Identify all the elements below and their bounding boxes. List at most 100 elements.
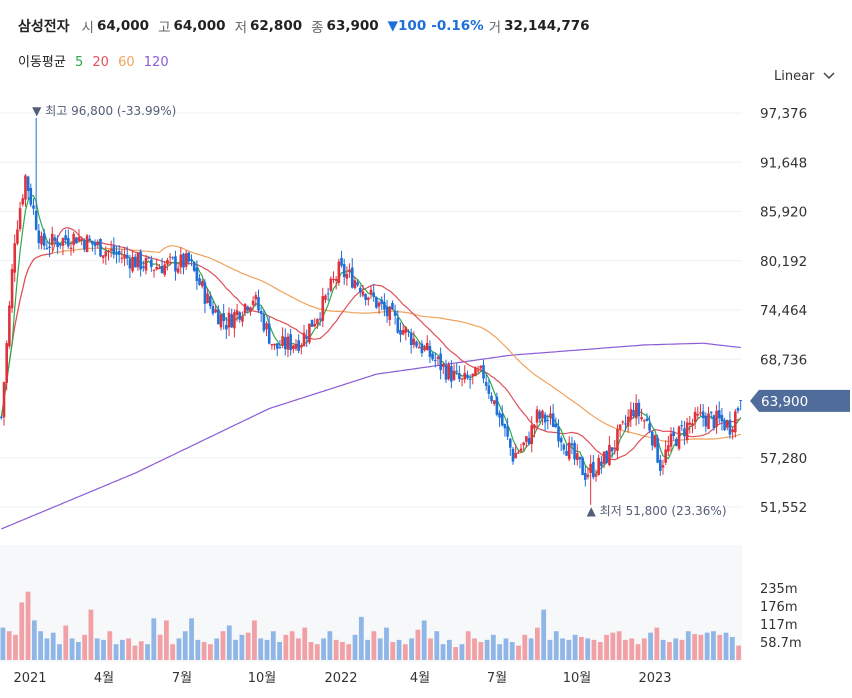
candle-body bbox=[227, 312, 231, 328]
candle-body bbox=[401, 330, 405, 335]
candle-body bbox=[476, 370, 480, 372]
candle-body bbox=[329, 278, 333, 291]
candle-body bbox=[581, 457, 584, 476]
candle-body bbox=[115, 253, 118, 255]
volume-bar bbox=[113, 644, 119, 660]
volume-bar bbox=[201, 642, 207, 660]
candle-body bbox=[399, 329, 402, 335]
candle-body bbox=[217, 309, 220, 325]
candle-body bbox=[538, 411, 542, 419]
candle-body bbox=[720, 414, 724, 422]
volume-bar bbox=[333, 639, 339, 660]
volume-bar bbox=[635, 644, 641, 660]
candle-body bbox=[565, 450, 568, 456]
y-tick-label: 74,464 bbox=[760, 303, 807, 319]
candle-body bbox=[715, 410, 718, 427]
candle-body bbox=[466, 374, 469, 379]
volume-bar bbox=[654, 627, 660, 660]
volume-bar bbox=[390, 642, 396, 660]
moving-average-legend[interactable]: 이동평균 5 20 60 120 bbox=[18, 51, 174, 70]
volume-value: 32,144,776 bbox=[504, 18, 590, 34]
candle-body bbox=[455, 370, 459, 372]
candle-body bbox=[158, 267, 161, 270]
volume-title-value: 32,144,776 bbox=[62, 559, 145, 574]
candle-body bbox=[677, 426, 681, 449]
candle-body bbox=[511, 448, 515, 462]
volume-bar bbox=[516, 645, 521, 660]
candle-body bbox=[53, 237, 57, 241]
scale-selector[interactable]: Linear bbox=[774, 69, 835, 84]
candle-body bbox=[147, 257, 150, 259]
volume-bar bbox=[547, 639, 553, 660]
candle-body bbox=[267, 323, 271, 344]
candle-body bbox=[292, 345, 295, 350]
current-price-label: 63,900 bbox=[761, 394, 808, 410]
stock-name: 삼성전자 bbox=[18, 19, 70, 35]
candle-body bbox=[358, 287, 362, 293]
volume-bar bbox=[346, 644, 352, 660]
candle-body bbox=[353, 280, 357, 289]
candle-body bbox=[69, 247, 73, 250]
ma5-line bbox=[0, 194, 742, 475]
candle-body bbox=[549, 413, 552, 418]
candle-body bbox=[241, 316, 244, 322]
y-tick-label: 80,192 bbox=[760, 254, 807, 270]
candle-body bbox=[37, 230, 41, 244]
candle-body bbox=[500, 413, 504, 426]
candle-body bbox=[616, 429, 619, 451]
x-tick-label: 4월 bbox=[410, 671, 430, 686]
candle-body bbox=[67, 237, 70, 247]
candle-body bbox=[208, 296, 212, 307]
candle-body bbox=[533, 425, 536, 429]
volume-bar bbox=[208, 644, 213, 660]
ma-20: 20 bbox=[92, 55, 109, 70]
candle-body bbox=[372, 292, 375, 297]
candle-body bbox=[160, 265, 164, 274]
volume-bar bbox=[597, 642, 603, 660]
candle-body bbox=[495, 396, 499, 415]
volume-bar bbox=[189, 618, 194, 660]
volume-bar bbox=[340, 642, 345, 660]
candle-body bbox=[583, 472, 587, 480]
volume-bar bbox=[352, 634, 358, 660]
candle-body bbox=[650, 431, 654, 446]
volume-bar bbox=[396, 639, 402, 660]
quote-header: 삼성전자 시 64,000 고 64,000 저 62,800 종 63,900… bbox=[18, 16, 599, 36]
candle-body bbox=[527, 438, 531, 444]
plot-area bbox=[0, 96, 742, 530]
price-change: ▼100 bbox=[387, 18, 427, 34]
candle-body bbox=[72, 233, 75, 245]
min-annotation: ▲ 최저 51,800 (23.36%) bbox=[587, 504, 727, 518]
candle-body bbox=[613, 447, 617, 450]
volume-bar bbox=[94, 638, 100, 660]
candle-body bbox=[642, 420, 646, 422]
volume-bar bbox=[591, 639, 597, 660]
candle-body bbox=[5, 343, 8, 383]
volume-tick-label: 176m bbox=[760, 600, 797, 615]
volume-bar bbox=[214, 638, 220, 660]
candle-body bbox=[653, 435, 657, 448]
volume-bar bbox=[270, 631, 276, 660]
volume-bar bbox=[371, 631, 377, 660]
candle-body bbox=[369, 289, 373, 294]
candle-body bbox=[195, 267, 199, 282]
candle-body bbox=[83, 240, 86, 250]
candle-body bbox=[294, 343, 298, 349]
candle-body bbox=[32, 205, 35, 209]
candle-body bbox=[667, 445, 670, 452]
candle-body bbox=[163, 264, 167, 275]
volume-bar bbox=[409, 638, 415, 660]
candle-body bbox=[348, 269, 351, 273]
candle-body bbox=[388, 306, 392, 320]
candle-body bbox=[570, 443, 574, 446]
candle-body bbox=[176, 268, 180, 273]
candle-body bbox=[249, 307, 252, 312]
volume-bar bbox=[126, 638, 132, 660]
candle-body bbox=[316, 319, 319, 325]
candle-body bbox=[709, 411, 713, 414]
close-price: 63,900 bbox=[326, 18, 379, 34]
candle-body bbox=[246, 306, 250, 311]
candle-body bbox=[0, 416, 3, 418]
volume-bar bbox=[314, 644, 320, 660]
